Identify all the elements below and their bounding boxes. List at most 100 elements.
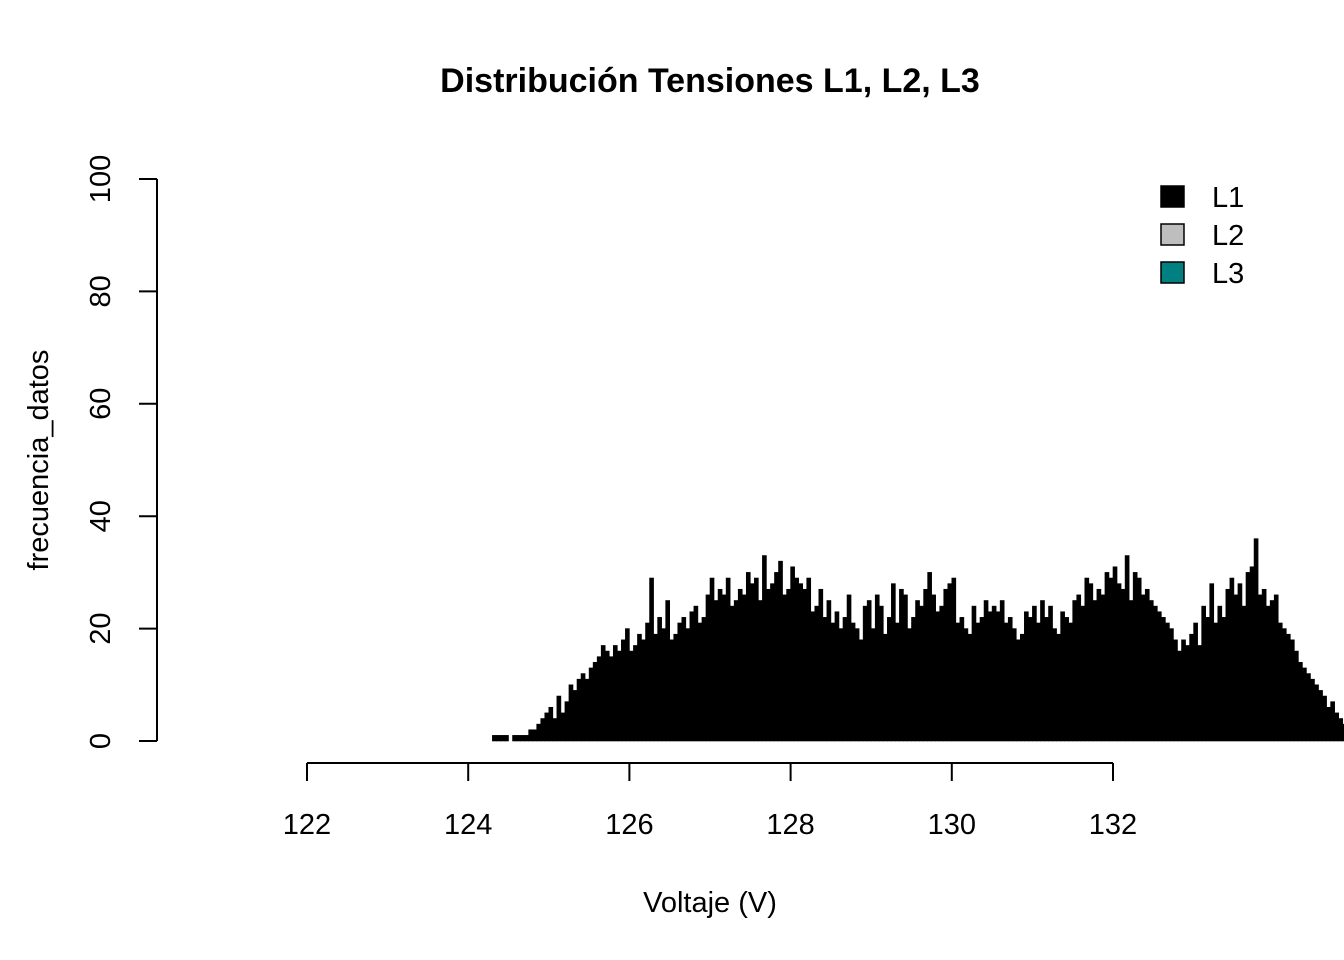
histogram-bar (931, 594, 936, 742)
y-axis: 0 20 40 60 80 100 (85, 155, 158, 749)
histogram-bar (592, 662, 598, 742)
histogram-bar (733, 600, 739, 742)
histogram-bar (556, 695, 562, 742)
histogram-bar (665, 600, 670, 742)
histogram-bar (963, 628, 969, 742)
histogram-bar (754, 577, 759, 742)
histogram-bar (548, 706, 554, 742)
histogram-bar (1092, 600, 1098, 742)
histogram-bar (770, 583, 775, 742)
histogram-bar (870, 628, 876, 742)
y-tick-label: 0 (85, 733, 117, 749)
histogram-bar (580, 673, 586, 742)
histogram-bar (1024, 611, 1029, 742)
histogram-bar (1161, 617, 1166, 742)
histogram-bar (907, 628, 912, 742)
histogram-bar (1011, 628, 1017, 742)
histogram-bar (1330, 701, 1335, 742)
histogram-bar (927, 572, 932, 742)
histogram-bar (943, 588, 949, 742)
histogram-bar (713, 600, 719, 742)
histogram-bar (1205, 617, 1211, 742)
histogram-bar (1257, 594, 1263, 742)
histogram-bar (1173, 639, 1178, 742)
histogram-bar (1007, 617, 1013, 742)
histogram-bar (1294, 650, 1299, 742)
x-tick-label: 128 (766, 809, 814, 841)
y-tick-label: 40 (85, 500, 117, 532)
histogram-bar (939, 605, 945, 742)
histogram-bar (1245, 572, 1251, 742)
histogram-bar (971, 605, 977, 742)
histogram-bar (1108, 577, 1114, 742)
histogram-bar (1213, 622, 1219, 742)
histogram-bar (814, 605, 820, 742)
histogram-bar (689, 611, 695, 742)
histogram-bar (717, 588, 723, 742)
histogram-bar (822, 617, 828, 742)
histogram-bar (701, 617, 707, 742)
histogram-bar (1140, 594, 1146, 742)
legend-label: L2 (1212, 220, 1244, 252)
histogram-bar (1153, 605, 1158, 742)
histogram-bar (1052, 628, 1057, 742)
histogram-bar (758, 600, 763, 742)
histogram-bar (1128, 600, 1134, 742)
histogram-bar (709, 577, 715, 742)
histogram-bar (874, 594, 880, 742)
histogram-bar (725, 577, 731, 742)
histogram-bar (1225, 588, 1231, 742)
histogram-bar (1177, 650, 1182, 742)
histogram-bar (983, 600, 989, 742)
histogram-bar (560, 712, 566, 742)
histogram-bar (975, 622, 981, 742)
histogram-bar (1120, 588, 1126, 742)
histogram-bar (1144, 588, 1150, 742)
histogram-bar (842, 617, 848, 742)
histogram-bar (1302, 667, 1307, 742)
histogram-bar (786, 588, 791, 742)
legend-swatch (1160, 223, 1185, 246)
histogram-bar (919, 605, 924, 742)
histogram-bar (826, 600, 832, 742)
histogram-bar (951, 577, 957, 742)
histogram-bar (749, 583, 755, 742)
histogram-bar (657, 617, 662, 742)
histogram-bar (1036, 622, 1041, 742)
y-tick-label: 100 (85, 155, 117, 203)
histogram-bar (625, 628, 630, 742)
histogram-bar (516, 735, 521, 742)
histogram-bar (544, 712, 550, 742)
histogram-bar (492, 735, 497, 742)
histogram-bar (794, 577, 799, 742)
histogram-bar (1326, 706, 1331, 742)
histogram-bar (1189, 633, 1194, 742)
histogram-bar (596, 656, 602, 742)
histogram-bar (745, 572, 751, 742)
x-tick-label: 130 (928, 809, 976, 841)
histogram-bar (850, 622, 856, 742)
histogram-bar (1060, 611, 1065, 742)
histogram-bar (862, 605, 868, 742)
histogram-bar (1132, 572, 1138, 742)
histogram-bar (617, 650, 622, 742)
histogram-bar (1084, 577, 1090, 742)
histogram-bar (895, 622, 900, 742)
histogram-bar (899, 588, 904, 742)
histogram-bar (1044, 617, 1049, 742)
histogram-bar (1261, 588, 1267, 742)
histogram-bar (1169, 628, 1174, 742)
x-axis: 122 124 126 128 130 132 (283, 762, 1137, 841)
histogram-bar (1064, 617, 1069, 742)
histogram-bar (729, 605, 735, 742)
histogram-bar (1237, 583, 1243, 742)
histogram-bar (608, 656, 614, 742)
histogram-bar (1197, 645, 1202, 742)
histogram-bar (846, 594, 852, 742)
histogram-bar (588, 667, 594, 742)
histogram-bar (612, 645, 618, 742)
histogram-bar (1334, 712, 1339, 742)
histogram-bar (1209, 583, 1215, 742)
histogram-bar (790, 566, 795, 742)
histogram-bar (959, 617, 965, 742)
